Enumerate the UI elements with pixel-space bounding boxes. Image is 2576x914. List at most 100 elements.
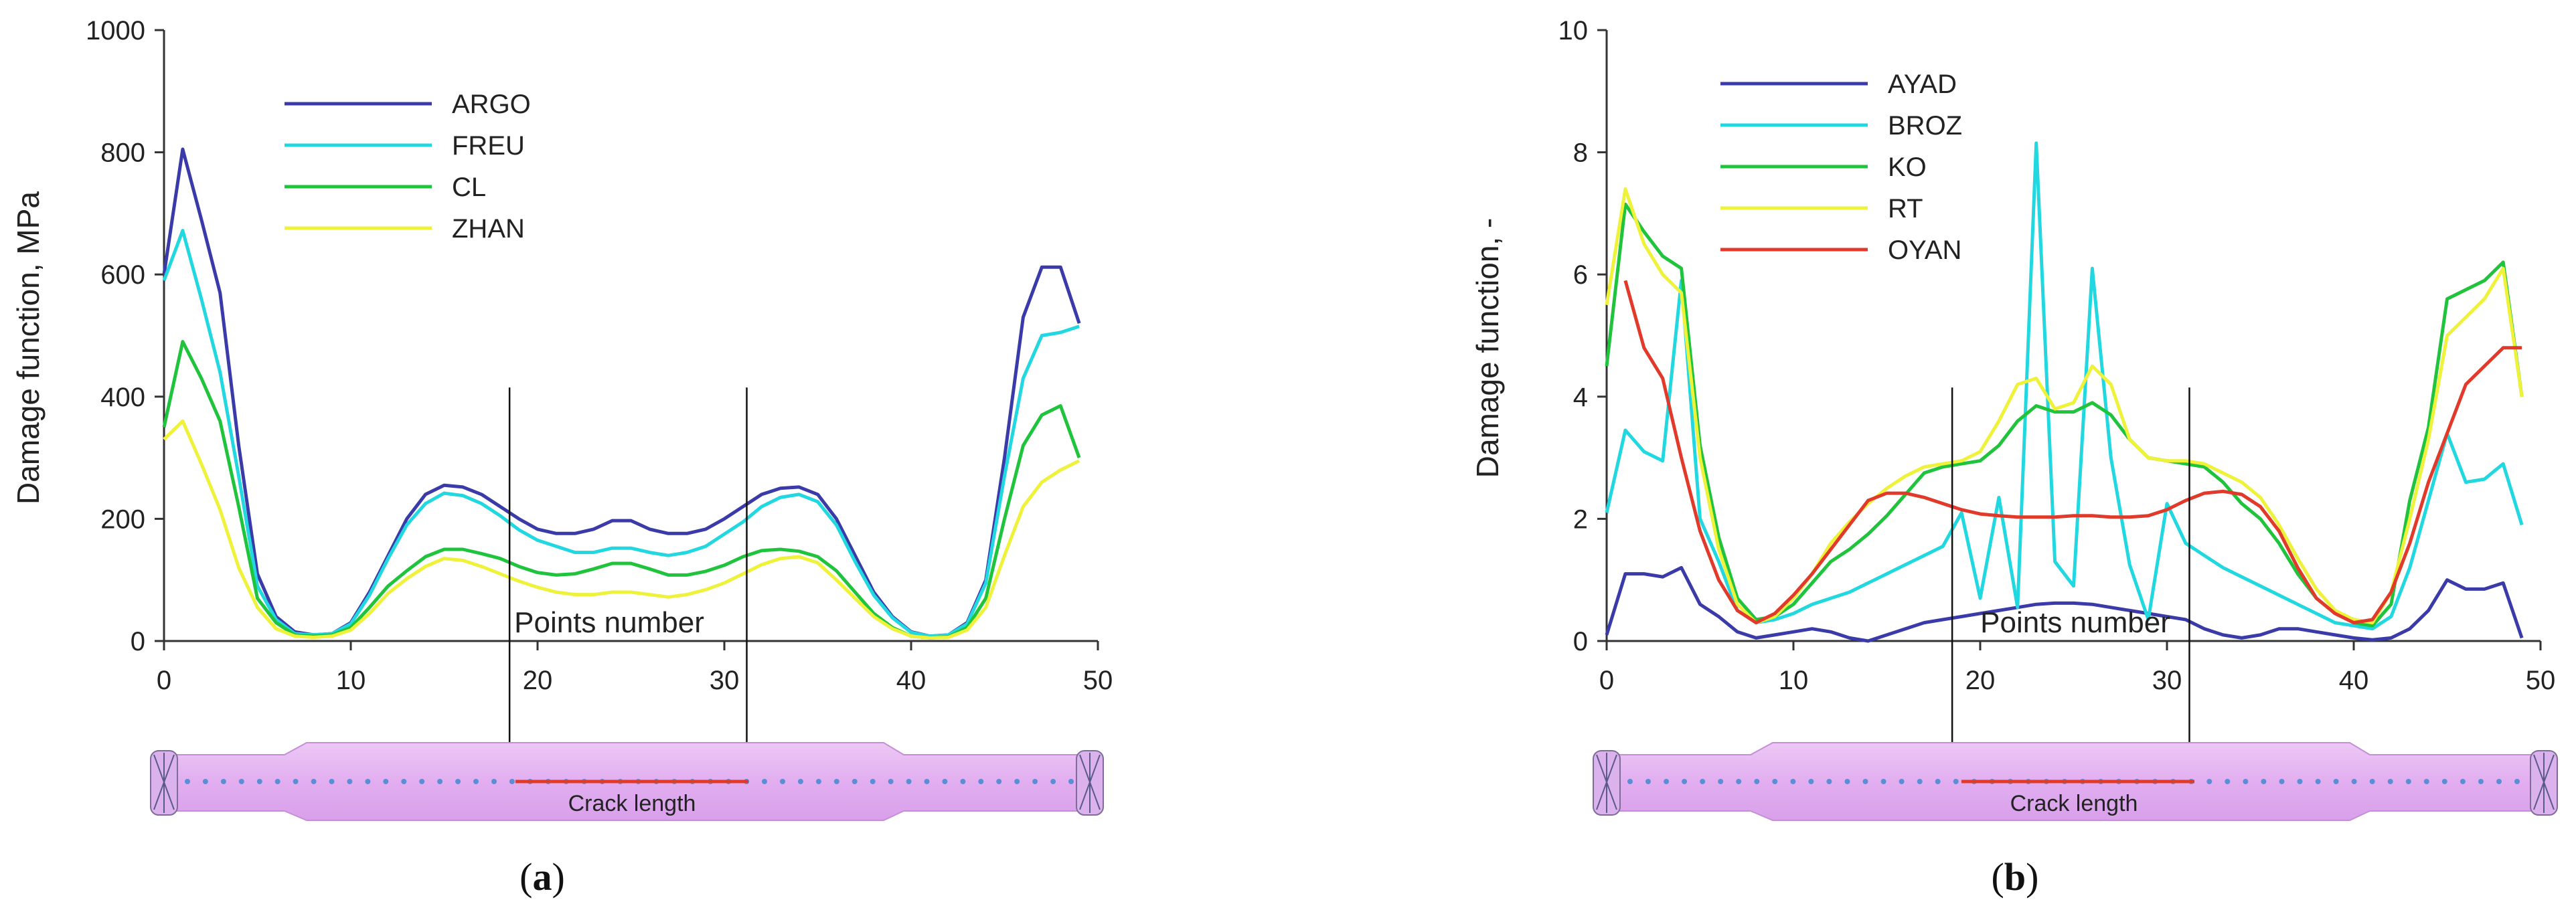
chart-b-rod-point bbox=[2441, 779, 2447, 784]
chart-a-ytick-label: 1000 bbox=[86, 16, 145, 45]
chart-a-rod-point bbox=[293, 779, 299, 784]
chart-b-rod-point bbox=[1880, 779, 1886, 784]
chart-a-rod-point bbox=[401, 779, 407, 784]
chart-a-xtick-label: 10 bbox=[336, 666, 366, 695]
chart-a-rod-point bbox=[419, 779, 425, 784]
chart-a-rod-point bbox=[455, 779, 461, 784]
chart-a-legend-label-cl: CL bbox=[452, 173, 486, 202]
chart-a-rod-point bbox=[833, 779, 839, 784]
chart-b-rod-point bbox=[1627, 779, 1633, 784]
chart-b-ylabel: Damage function, - bbox=[1470, 218, 1505, 478]
chart-a-rod-point bbox=[347, 779, 353, 784]
chart-b-series-oyan bbox=[1623, 280, 2522, 625]
chart-b-xtick-label: 0 bbox=[1599, 666, 1614, 695]
chart-a-rod-point bbox=[870, 779, 876, 784]
chart-b-rod-point bbox=[2514, 779, 2520, 784]
chart-b-rod-point bbox=[2496, 779, 2502, 784]
chart-a-ytick-label: 0 bbox=[131, 627, 145, 656]
chart-a-rod-point bbox=[329, 779, 335, 784]
chart-b-rod-point bbox=[2333, 779, 2339, 784]
chart-b-rod-point bbox=[1754, 779, 1760, 784]
chart-b-rod-point bbox=[2297, 779, 2303, 784]
chart-a-rod-point bbox=[238, 779, 244, 784]
chart-b-rod-point bbox=[2387, 779, 2393, 784]
chart-b-rod-point bbox=[2279, 779, 2285, 784]
chart-b-rod-point bbox=[1718, 779, 1724, 784]
chart-a-points-number-label: Points number bbox=[514, 606, 704, 639]
chart-a-rod-point bbox=[762, 779, 767, 784]
chart-a-rod-point bbox=[888, 779, 894, 784]
chart-a-legend: ARGO FREU CL ZHAN bbox=[285, 90, 531, 244]
chart-a-rod-point bbox=[924, 779, 930, 784]
chart-b-rod-point bbox=[1917, 779, 1923, 784]
chart-b-points-number-label: Points number bbox=[1980, 606, 2170, 639]
chart-a-rod-point bbox=[491, 779, 497, 784]
chart-b-rod-point bbox=[2478, 779, 2484, 784]
chart-a-rod-point bbox=[365, 779, 371, 784]
chart-b-rod-point bbox=[2225, 779, 2231, 784]
chart-a-rod-point bbox=[220, 779, 226, 784]
chart-b-legend-label-ayad: AYAD bbox=[1888, 70, 1957, 99]
chart-b-rod-point bbox=[2261, 779, 2267, 784]
chart-b-rod-point bbox=[2369, 779, 2375, 784]
chart-b-rod-point bbox=[1700, 779, 1706, 784]
chart-a-rod-point bbox=[473, 779, 479, 784]
chart-b-rod-point bbox=[1953, 779, 1959, 784]
chart-a-ytick-label: 600 bbox=[100, 260, 145, 290]
chart-a-rod-point bbox=[383, 779, 389, 784]
chart-b-legend-label-oyan: OYAN bbox=[1888, 236, 1961, 265]
chart-a-rod-point bbox=[1014, 779, 1020, 784]
chart-b-legend-label-ko: KO bbox=[1888, 153, 1927, 182]
chart-b-plot: 0 2 4 6 8 10 0 10 20 30 40 50 bbox=[1558, 16, 2555, 782]
chart-a-rod-point bbox=[185, 779, 190, 784]
chart-b-series-rt bbox=[1605, 187, 2524, 625]
chart-b-ytick-label: 4 bbox=[1573, 383, 1588, 412]
chart-a-rod-point bbox=[996, 779, 1002, 784]
chart-a-series-zhan bbox=[163, 419, 1080, 640]
chart-b-rod-point bbox=[1664, 779, 1670, 784]
chart-b-rod-point bbox=[1736, 779, 1742, 784]
chart-a-ytick-label: 800 bbox=[100, 139, 145, 168]
chart-b-rod-point bbox=[1808, 779, 1814, 784]
chart-a-rod-point bbox=[978, 779, 984, 784]
chart-b-legend-label-rt: RT bbox=[1888, 194, 1923, 223]
chart-a-ytick-label: 400 bbox=[100, 383, 145, 412]
chart-b-rod-right-mesh bbox=[2533, 753, 2555, 813]
chart-panel-a: 0 200 400 600 800 1000 0 10 20 30 40 50 Damage func… bbox=[11, 16, 1113, 899]
chart-b-rod-point bbox=[2405, 779, 2411, 784]
chart-b-rod-point bbox=[1772, 779, 1778, 784]
chart-a-rod-point bbox=[942, 779, 948, 784]
chart-b-rod-left-mesh bbox=[1596, 753, 1617, 813]
chart-b-rod-point bbox=[1935, 779, 1941, 784]
chart-a-rod-point bbox=[202, 779, 208, 784]
chart-b-ytick-label: 2 bbox=[1573, 505, 1588, 534]
chart-a-rod-point bbox=[509, 779, 515, 784]
chart-b-rod-point bbox=[1844, 779, 1850, 784]
chart-a-rod-point bbox=[780, 779, 785, 784]
chart-b-legend-label-broz: BROZ bbox=[1888, 111, 1962, 141]
chart-b-xtick-label: 10 bbox=[1779, 666, 1809, 695]
chart-b-xtick-label: 30 bbox=[2152, 666, 2182, 695]
chart-a-rod-point bbox=[852, 779, 858, 784]
chart-a-rod-left-mesh bbox=[153, 753, 175, 813]
chart-a-rod-point bbox=[906, 779, 912, 784]
chart-a-series-freu bbox=[162, 229, 1080, 638]
chart-a-xtick-label: 40 bbox=[896, 666, 927, 695]
chart-b-rod-point bbox=[2206, 779, 2212, 784]
chart-b-rod-point bbox=[2315, 779, 2321, 784]
chart-a-rod-point bbox=[960, 779, 966, 784]
chart-a-panel-label: (a) bbox=[519, 855, 565, 899]
chart-b-crack-label: Crack length bbox=[2010, 791, 2138, 816]
chart-b-xtick-label: 40 bbox=[2339, 666, 2369, 695]
chart-a-rod-right-mesh bbox=[1079, 753, 1101, 813]
chart-b-ytick-label: 10 bbox=[1558, 16, 1589, 45]
chart-b-ytick-label: 0 bbox=[1573, 627, 1588, 656]
chart-b-rod-point bbox=[1790, 779, 1796, 784]
chart-a-rod-point bbox=[1050, 779, 1056, 784]
chart-a-rod-point bbox=[797, 779, 803, 784]
chart-a-legend-label-freu: FREU bbox=[452, 131, 525, 161]
chart-a-rod-point bbox=[256, 779, 262, 784]
chart-a-rod-point bbox=[1032, 779, 1038, 784]
chart-a-rod-point bbox=[1068, 779, 1074, 784]
chart-a-legend-label-argo: ARGO bbox=[452, 90, 531, 119]
